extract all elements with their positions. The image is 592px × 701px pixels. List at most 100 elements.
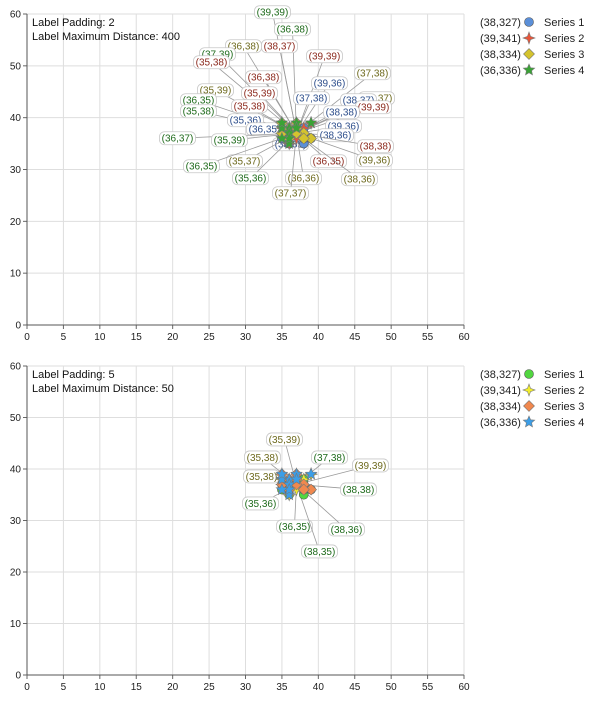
data-label: (36,36) (288, 174, 320, 185)
data-label: (37,38) (296, 94, 328, 105)
data-label: (39,36) (359, 156, 391, 167)
x-tick-label: 15 (131, 682, 143, 693)
data-point-4 (275, 116, 289, 129)
x-tick-label: 50 (386, 682, 398, 693)
data-point-4 (290, 121, 303, 134)
data-label: (38,36) (320, 131, 352, 142)
x-tick-label: 25 (204, 682, 216, 693)
legend-value: (38,327) (480, 17, 521, 29)
data-label: (39,39) (358, 103, 390, 114)
data-label: (35,39) (269, 435, 301, 446)
data-point-4 (275, 472, 289, 485)
data-label: (36,35) (186, 162, 218, 173)
data-point-4 (275, 467, 289, 480)
data-label: (39,36) (328, 122, 360, 133)
y-tick-label: 50 (10, 61, 22, 72)
data-label-box (180, 104, 217, 119)
data-label: (36,38) (248, 73, 280, 84)
chart-panel-2: 0 5 10 15 20 25 30 35 40 45 50 55 60 0 10 20 30 40 50 60 Lab… (10, 362, 584, 694)
y-tick-label: 20 (10, 568, 22, 579)
data-label-box (245, 70, 282, 85)
data-label: (38,36) (331, 525, 363, 536)
legend-value: (39,341) (480, 385, 521, 397)
data-label-box (340, 482, 377, 497)
data-label: (39,39) (257, 8, 289, 19)
y-tick-label: 10 (10, 619, 22, 630)
legend-series-name: Series 2 (544, 385, 584, 397)
x-tick-label: 10 (94, 332, 106, 343)
data-label-box (254, 5, 291, 20)
label-leader-line (279, 46, 297, 134)
data-point-3 (297, 483, 310, 496)
data-point-4 (304, 467, 318, 480)
data-label: (37,39) (202, 50, 234, 61)
data-label-box (231, 99, 268, 114)
y-tick-label: 40 (10, 113, 22, 124)
data-label: (36,35) (313, 157, 345, 168)
x-tick-label: 55 (422, 332, 434, 343)
legend-marker-icon (522, 31, 536, 45)
plot-annotation: Label Maximum Distance: 400 (32, 31, 180, 43)
data-label-box (244, 450, 281, 465)
legend-series-name: Series 2 (544, 33, 584, 45)
label-leader-line (290, 133, 297, 194)
x-tick-label: 60 (458, 682, 470, 693)
x-tick-label: 15 (131, 332, 143, 343)
y-tick-label: 30 (10, 516, 22, 527)
data-label: (35,36) (245, 499, 277, 510)
plot-annotation: Label Padding: 2 (32, 17, 115, 29)
x-tick-label: 30 (240, 682, 252, 693)
data-label: (35,39) (244, 89, 276, 100)
x-tick-label: 45 (349, 682, 361, 693)
data-points (275, 115, 318, 151)
y-tick-label: 0 (15, 671, 21, 682)
y-tick-label: 60 (10, 10, 22, 21)
legend-value: (38,334) (480, 49, 521, 61)
data-label-box (211, 133, 248, 148)
legend-marker-icon (522, 63, 536, 76)
y-tick-label: 20 (10, 217, 22, 228)
data-label: (37,38) (314, 453, 346, 464)
data-label-box (311, 450, 348, 465)
data-point-4 (275, 121, 289, 134)
data-point-4 (275, 482, 289, 496)
data-label-box (193, 55, 230, 70)
x-tick-label: 45 (349, 332, 361, 343)
data-label: (35,39) (200, 86, 232, 97)
data-label-box (306, 49, 343, 64)
chart-panel-1: 0 5 10 15 20 25 30 35 40 45 50 55 60 0 10 20 30 40 50 60 Lab… (10, 5, 584, 343)
legend: (38,327) Series 1 (39,341) Series 2 (38,334)… (480, 369, 584, 429)
data-label: (35,38) (246, 472, 278, 483)
data-label: (39,36) (314, 79, 346, 90)
legend-marker-icon (523, 48, 535, 60)
data-label: (35,39) (214, 136, 246, 147)
x-tick-label: 50 (386, 332, 398, 343)
data-label-box (352, 458, 389, 473)
data-label: (38,38) (326, 108, 358, 119)
data-point-3 (297, 132, 310, 145)
x-tick-label: 25 (204, 332, 216, 343)
data-label-box (310, 154, 347, 169)
x-tick-label: 5 (61, 682, 67, 693)
legend-series-name: Series 3 (544, 401, 584, 413)
legend-marker-icon (522, 383, 536, 397)
x-tick-label: 10 (94, 682, 106, 693)
legend-series-name: Series 1 (544, 17, 584, 29)
data-label-box (266, 432, 303, 447)
data-label: (37,37) (275, 189, 307, 200)
y-tick-label: 30 (10, 165, 22, 176)
data-label: (36,38) (277, 25, 309, 36)
legend-value: (36,336) (480, 417, 521, 429)
legend-value: (36,336) (480, 65, 521, 77)
x-tick-label: 5 (61, 332, 67, 343)
data-label: (35,38) (196, 58, 228, 69)
data-label: (36,37) (162, 134, 194, 145)
x-tick-label: 30 (240, 332, 252, 343)
legend-marker-icon (524, 17, 534, 27)
y-tick-label: 40 (10, 465, 22, 476)
x-tick-label: 35 (276, 332, 288, 343)
data-label-box (272, 186, 309, 201)
data-label: (38,36) (344, 175, 376, 186)
x-tick-label: 20 (167, 682, 179, 693)
